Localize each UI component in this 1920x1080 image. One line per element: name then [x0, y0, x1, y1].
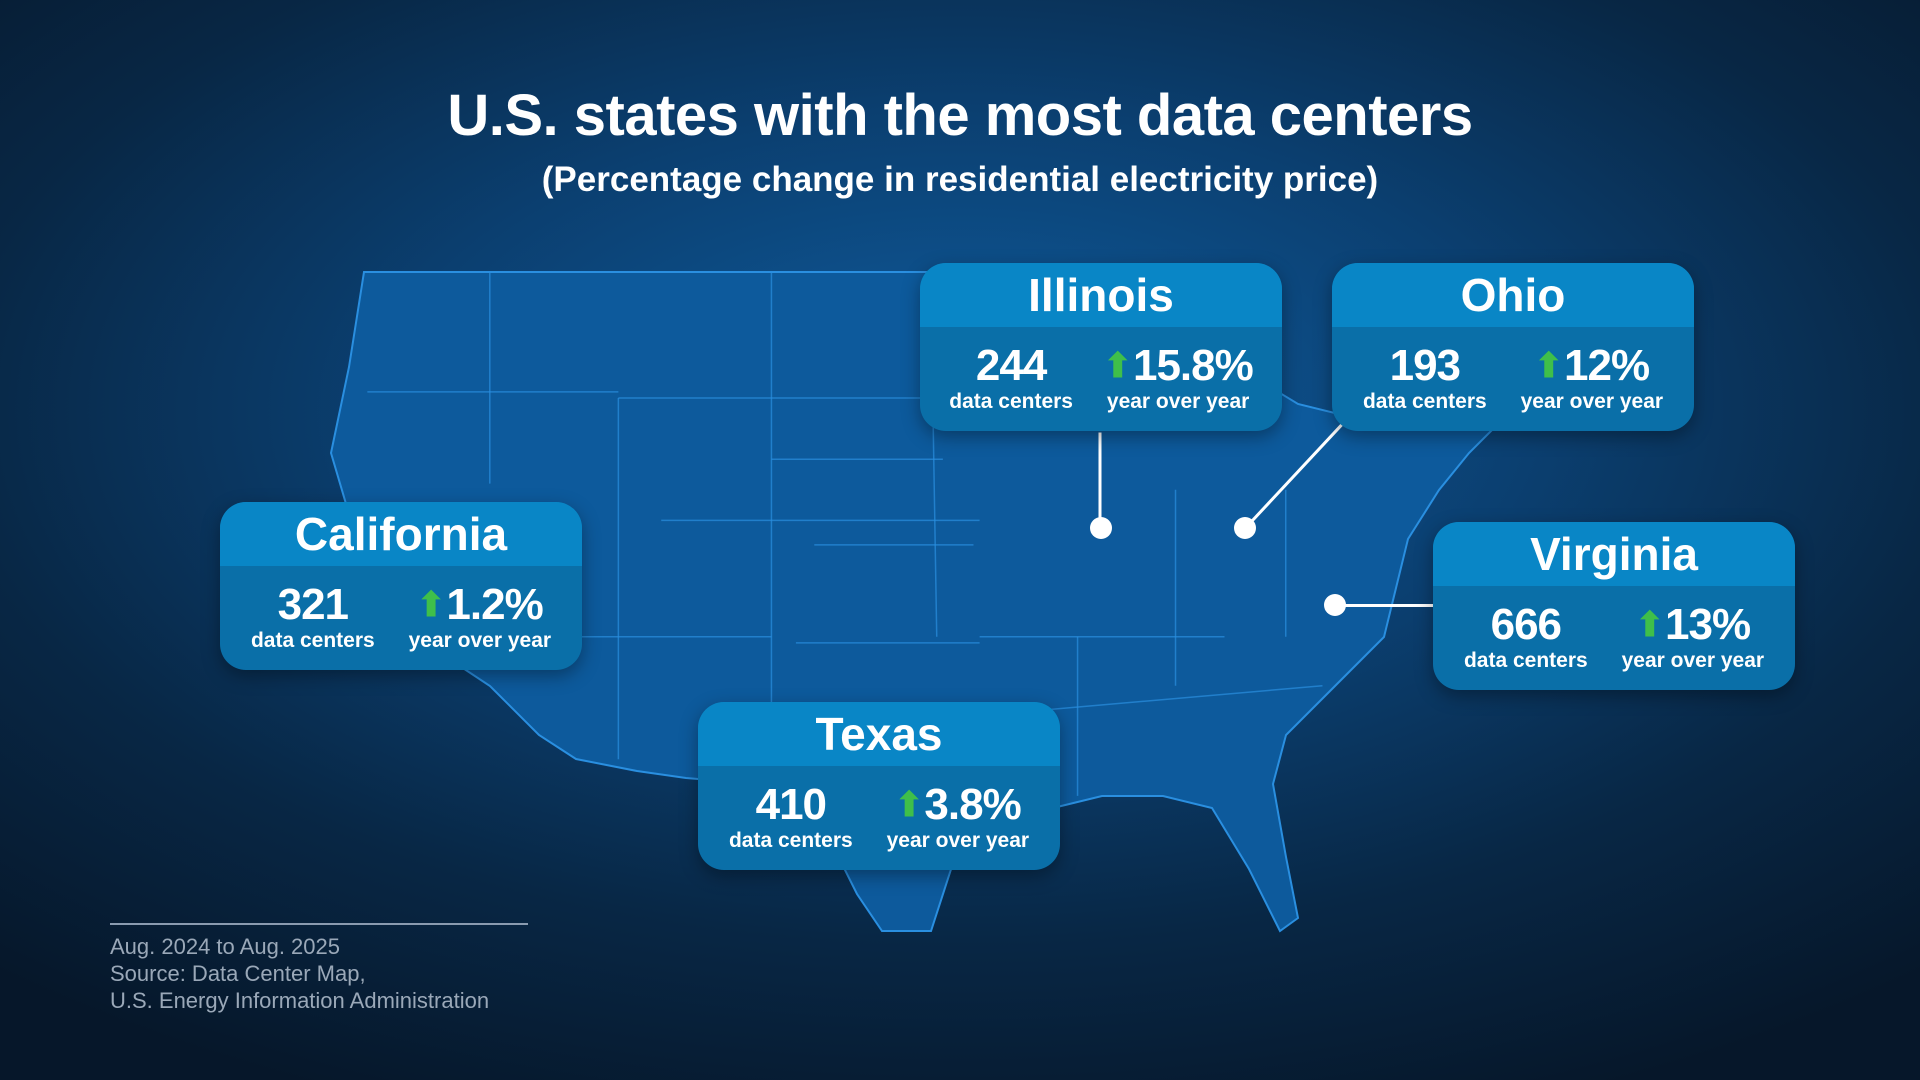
footer-source-2: U.S. Energy Information Administration [110, 988, 490, 1013]
change-label: year over year [1621, 649, 1765, 672]
footer-source-1: Source: Data Center Map, [110, 961, 366, 986]
count-label: data centers [728, 829, 853, 852]
price-change: ⬆3.8% year over year [887, 782, 1029, 854]
count-value: 193 [1389, 341, 1461, 390]
count-value: 410 [755, 780, 827, 829]
ohio-card: Ohio 193 data centers ⬆12% year over yea… [1332, 263, 1694, 431]
state-border [1040, 684, 1323, 711]
state-name: Illinois [920, 263, 1282, 327]
price-change: ⬆13% year over year [1622, 602, 1764, 674]
up-arrow-icon: ⬆ [1534, 347, 1563, 385]
page-subtitle: (Percentage change in residential electr… [541, 160, 1379, 199]
change-value: 1.2% [446, 580, 543, 629]
count-value: 666 [1490, 600, 1562, 649]
count-label: data centers [949, 390, 1073, 413]
page-title: U.S. states with the most data centers [447, 83, 1473, 148]
change-label: year over year [1520, 390, 1664, 413]
virginia-card: Virginia 666 data centers ⬆13% year over… [1433, 522, 1795, 690]
data-center-count: 321 data centers [251, 582, 375, 654]
footer-divider [110, 923, 528, 925]
virginia-leader-line [1335, 604, 1435, 607]
data-center-count: 666 data centers [1464, 602, 1588, 674]
state-name: Virginia [1433, 522, 1795, 586]
count-label: data centers [1463, 649, 1588, 672]
data-center-count: 244 data centers [949, 343, 1073, 415]
change-value: 15.8% [1132, 341, 1254, 390]
ohio-marker [1234, 517, 1256, 539]
footer-notes: Aug. 2024 to Aug. 2025 Source: Data Cent… [110, 933, 489, 1014]
virginia-marker [1324, 594, 1346, 616]
up-arrow-icon: ⬆ [1103, 347, 1131, 385]
change-value: 13% [1665, 600, 1751, 649]
state-name: Texas [698, 702, 1060, 766]
price-change: ⬆1.2% year over year [409, 582, 551, 654]
illinois-leader-line [1098, 432, 1102, 530]
count-value: 321 [277, 580, 349, 629]
california-card: California 321 data centers ⬆1.2% year o… [220, 502, 582, 670]
footer-period: Aug. 2024 to Aug. 2025 [110, 934, 340, 959]
price-change: ⬆15.8% year over year [1103, 341, 1254, 415]
state-name: California [220, 502, 582, 566]
up-arrow-icon: ⬆ [894, 786, 923, 824]
data-center-count: 410 data centers [729, 782, 853, 854]
change-value: 12% [1564, 341, 1650, 390]
count-value: 244 [975, 341, 1047, 390]
price-change: ⬆12% year over year [1521, 343, 1663, 415]
data-center-count: 193 data centers [1363, 343, 1487, 415]
state-name: Ohio [1332, 263, 1694, 327]
change-label: year over year [886, 829, 1030, 852]
change-value: 3.8% [924, 780, 1021, 829]
change-label: year over year [1106, 390, 1250, 413]
texas-card: Texas 410 data centers ⬆3.8% year over y… [698, 702, 1060, 870]
change-label: year over year [408, 629, 552, 652]
count-label: data centers [250, 629, 375, 652]
count-label: data centers [1362, 390, 1487, 413]
illinois-marker [1090, 517, 1112, 539]
up-arrow-icon: ⬆ [416, 586, 445, 624]
illinois-card: Illinois 244 data centers ⬆15.8% year ov… [920, 263, 1282, 431]
up-arrow-icon: ⬆ [1635, 606, 1664, 644]
